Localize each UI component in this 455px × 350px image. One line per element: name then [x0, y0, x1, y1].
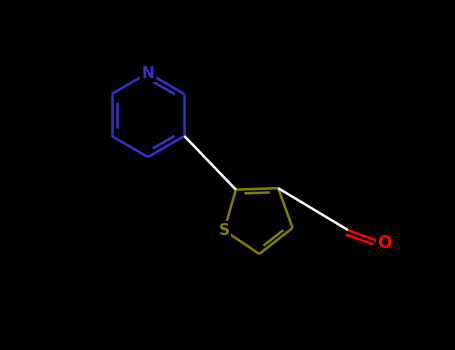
- Text: O: O: [377, 234, 391, 252]
- Text: S: S: [219, 223, 230, 238]
- Text: N: N: [142, 65, 154, 80]
